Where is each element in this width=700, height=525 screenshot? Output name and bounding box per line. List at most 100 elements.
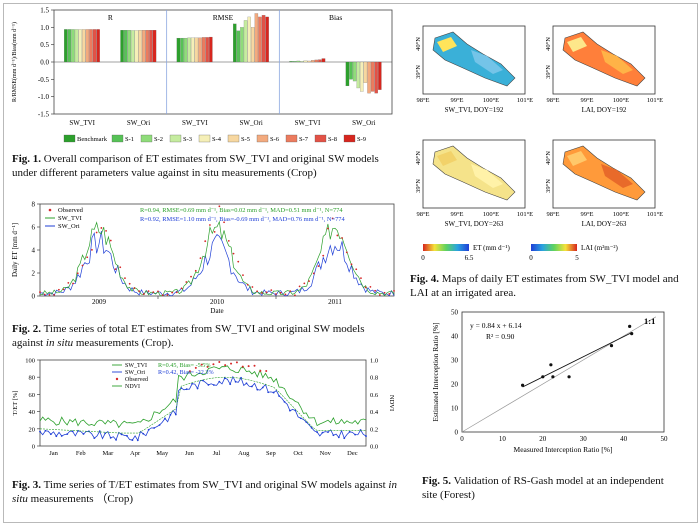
fig4-lai-label: LAI (m²m⁻²) [581, 244, 619, 252]
fig3-observed-point [200, 363, 203, 366]
fig3-observed-point [212, 363, 215, 366]
fig2-observed-point [76, 272, 79, 275]
fig5-ytick-label: 20 [451, 381, 459, 389]
fig1-ytick-label: 0.5 [40, 41, 49, 49]
fig5-xtick-label: 30 [580, 435, 588, 443]
fig1-bar [149, 30, 153, 63]
fig1-bar [296, 60, 301, 63]
fig2-observed-point [251, 286, 254, 288]
fig4-area-patch [471, 50, 503, 74]
fig2-observed-point [275, 293, 277, 295]
fig3-ytick-label: 60 [29, 392, 36, 399]
fig2-year-label: 2009 [92, 298, 107, 306]
fig3-sw-ori-marker [212, 384, 215, 386]
fig4-area-patch [437, 151, 457, 166]
fig1-bar [363, 61, 368, 83]
fig2-observed-point [369, 286, 372, 288]
fig3-observed-point [247, 365, 250, 368]
fig5-r2: R² = 0.90 [486, 332, 515, 341]
fig2-observed-point [270, 289, 273, 292]
fig3-sw-ori-marker [343, 437, 346, 440]
fig5-data-point [549, 363, 553, 367]
fig4-lon-label: 99°E [450, 211, 463, 218]
fig2-legend-marker [48, 208, 52, 212]
fig1-x-label: SW_Ori [239, 119, 262, 127]
fig2-observed-point [105, 229, 107, 232]
fig1-bar [67, 29, 72, 63]
fig4-lat-label: 40°N [545, 151, 552, 165]
fig3-caption-text-a: Time series of T/ET estimates from SW_TV… [43, 479, 389, 491]
fig1-legend-swatch [140, 134, 153, 143]
fig2-xlabel: Date [210, 307, 223, 315]
fig4-lon-label: 100°E [483, 211, 499, 218]
fig2-observed-point [246, 283, 249, 286]
fig4-area-patch [601, 164, 633, 188]
fig1-bar [78, 29, 82, 63]
fig3-observed-point [218, 360, 221, 363]
fig3-sw-ori-marker [66, 433, 69, 435]
fig4-lon-label: 98°E [416, 211, 429, 218]
fig3-legend-label: Observed [125, 377, 148, 383]
fig2-observed-point [242, 274, 244, 277]
fig4-lon-label: 100°E [613, 97, 629, 104]
fig3-ylabel-right: NDVI [388, 395, 395, 411]
fig4-lai-colorbar [531, 244, 577, 251]
fig3-observed-point [265, 369, 268, 372]
fig2-ytick-label: 8 [32, 201, 36, 209]
fig1-x-label: SW_TVI [182, 119, 208, 127]
fig1-legend-swatch [169, 134, 182, 143]
fig1-bar [96, 29, 100, 63]
fig5-data-point [630, 332, 634, 336]
fig1-bar [198, 37, 202, 63]
fig2-caption-text-b: measurements (Crop). [73, 337, 174, 349]
fig4-panel-title: LAI, DOY=192 [582, 106, 627, 114]
fig4-area-patch [567, 151, 587, 166]
fig2-observed-point [327, 227, 329, 230]
fig2-observed-point [360, 277, 362, 280]
fig3-sw-ori-marker [174, 413, 177, 416]
fig3-sw-ori-marker [120, 433, 123, 436]
fig4-lat-label: 39°N [415, 65, 422, 79]
fig1-ytick-label: 1.0 [40, 24, 49, 32]
fig1-bar [321, 58, 326, 63]
fig3-sw-ori-marker [60, 435, 63, 437]
fig2-observed-point [350, 263, 353, 266]
fig4-lai-min: 0 [529, 254, 533, 262]
fig2-observed-point [53, 293, 56, 296]
fig5-data-point [551, 375, 555, 379]
fig1-legend-label: S-2 [154, 136, 163, 143]
fig1-bar [142, 30, 146, 63]
fig2-observed-point [317, 265, 320, 268]
fig2-observed-point [331, 217, 334, 220]
fig4-lai-max: 5 [575, 254, 579, 262]
fig5-data-point [541, 375, 545, 379]
fig3-caption-italic: in situ [12, 479, 397, 505]
fig4-et-label: ET (mm d⁻¹) [473, 244, 510, 252]
fig2-observed-point [345, 251, 348, 254]
fig4-area-patch [471, 164, 503, 188]
fig4-lat-label: 40°N [415, 37, 422, 51]
fig1-bar [74, 29, 79, 63]
fig3-sw-ori-marker [310, 426, 313, 429]
fig2-stats-ori: R=0.92, RMSE=1.10 mm d⁻¹, Bias=-0.69 mm … [140, 216, 345, 223]
fig3-observed-point [253, 364, 256, 367]
fig1-bar [152, 30, 157, 63]
fig1-ytick-label: -1.0 [38, 93, 50, 101]
fig4-et-colorbar [423, 244, 469, 251]
fig3-sw-ori-marker [251, 385, 253, 388]
fig2-observed-point [364, 286, 367, 289]
fig1-legend-swatch [343, 134, 356, 143]
fig2-observed-point [147, 290, 150, 293]
fig3-observed-point [188, 370, 191, 373]
fig2-observed-point [157, 290, 159, 293]
fig1-bar [82, 29, 86, 63]
fig1-bar [209, 36, 213, 63]
fig1-caption: Fig. 1. Overall comparison of ET estimat… [12, 152, 397, 180]
fig3-stats-tvi: R=0.45, Bias= -5.5% [158, 362, 211, 369]
fig1-bar [367, 61, 371, 94]
fig3-caption: Fig. 3. Time series of T/ET estimates fr… [12, 478, 397, 506]
fig2-ytick-label: 6 [32, 224, 36, 232]
fig2-observed-point [48, 293, 51, 296]
fig1-bar [233, 23, 237, 63]
fig2-observed-point [303, 282, 306, 285]
